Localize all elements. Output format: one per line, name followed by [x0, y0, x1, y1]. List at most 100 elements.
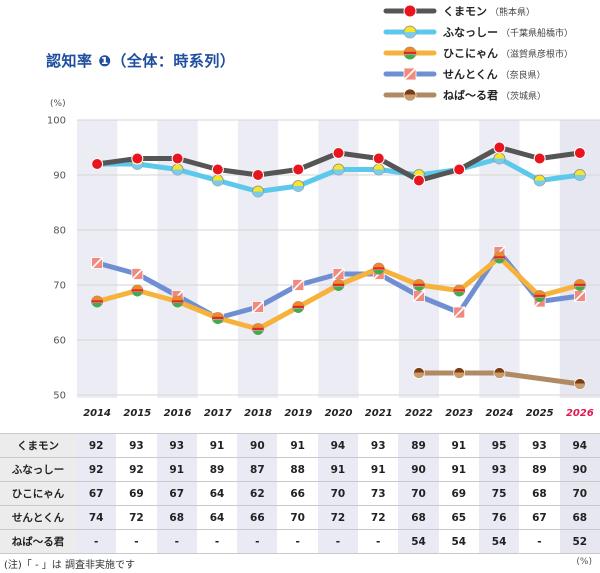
table-cell: - [317, 529, 359, 554]
table-cell: 72 [358, 505, 399, 530]
plot-bands [77, 120, 600, 398]
point-marker [131, 152, 144, 165]
table-cell: 88 [277, 457, 318, 482]
data-point [332, 163, 345, 176]
legend-label: ひこにゃん （滋賀県彦根市） [443, 47, 573, 60]
data-point [403, 4, 417, 18]
x-tick-label: 2025 [526, 408, 554, 419]
legend-label: ねば～る君 （茨城県） [443, 88, 546, 102]
plot-band [398, 120, 440, 398]
point-marker-half [454, 292, 464, 297]
x-tick-label: 2024 [486, 408, 514, 419]
table-cell: 91 [358, 457, 399, 482]
point-marker-band [131, 289, 143, 292]
point-marker [573, 147, 586, 159]
table-cell: 70 [398, 481, 439, 506]
x-tick-label: 2021 [365, 408, 393, 419]
table-cell: 93 [358, 433, 399, 458]
point-marker [412, 174, 425, 187]
plot-band [559, 120, 600, 398]
legend-item: ひこにゃん （滋賀県彦根市） [383, 46, 573, 60]
data-point [292, 180, 305, 192]
point-marker-half [405, 54, 415, 60]
point-marker [292, 163, 305, 176]
table-cell: 90 [237, 433, 278, 458]
point-marker-half [575, 286, 585, 291]
table-row: くまモン 92 93 93 91 90 91 94 93 89 91 95 93 94 [0, 433, 600, 458]
data-point [453, 367, 466, 379]
data-point [493, 152, 506, 165]
table-cell: 72 [317, 505, 359, 530]
data-point [211, 312, 224, 324]
legend-region: （滋賀県彦根市） [501, 48, 573, 60]
point-marker-half [535, 297, 545, 302]
x-tick-label: 2016 [164, 408, 192, 419]
table-cell: 54 [398, 529, 439, 554]
data-point [573, 279, 586, 291]
table-cell: 89 [519, 457, 560, 482]
point-marker-half [131, 164, 143, 170]
point-marker-band [574, 283, 586, 287]
data-point [252, 169, 265, 181]
data-point [211, 163, 224, 176]
point-marker-half [92, 303, 102, 308]
data-point [211, 174, 224, 187]
x-axis: 2014 2015 2016 2017 2018 2019 2020 2021 2022 2023… [83, 408, 594, 419]
point-marker-half [493, 252, 505, 258]
table-cell: 62 [237, 481, 278, 506]
point-marker-half [404, 94, 416, 101]
point-marker-half [574, 279, 586, 285]
legend-item: くまモン （熊本県） [383, 4, 535, 18]
table-row-header: ひこにゃん [0, 481, 76, 506]
x-tick-label: 2017 [204, 408, 232, 419]
legend-item: せんとくん （奈良県） [383, 67, 546, 81]
table-row-header: ふなっしー [0, 457, 76, 482]
point-marker-slash [453, 306, 466, 319]
x-tick-label: 2014 [83, 408, 111, 419]
table-cell: 93 [116, 433, 157, 458]
table-cell: 89 [398, 433, 439, 458]
table-cell: 91 [317, 457, 359, 482]
point-marker-half [173, 303, 183, 308]
data-point [91, 295, 104, 308]
table-cell: - [237, 529, 278, 554]
data-point [372, 152, 385, 165]
point-marker [493, 141, 506, 154]
data-point [412, 289, 426, 303]
series-3 [91, 251, 586, 335]
point-marker-half [253, 330, 263, 335]
data-point [171, 295, 184, 308]
point-marker [453, 163, 466, 176]
chart-title: 認知率 ❶（全体：時系列） [46, 52, 236, 70]
plot-band [318, 120, 359, 398]
data-point [91, 158, 104, 170]
point-marker [372, 152, 385, 165]
footnote: (注)「 - 」は 調査非実施です [4, 560, 135, 571]
x-tick-label: 2019 [284, 408, 312, 419]
table-cell: 92 [116, 457, 157, 482]
legend-region: （茨城県） [501, 90, 546, 102]
table-cell: 93 [478, 457, 520, 482]
table-cell: - [358, 529, 399, 554]
point-marker-slash [131, 267, 144, 281]
table-cell: 67 [156, 481, 197, 506]
point-marker-half [333, 279, 344, 285]
legend-region: （奈良県） [501, 69, 546, 81]
y-tick-label: 100 [47, 116, 66, 127]
data-point [372, 262, 385, 275]
point-marker-half [404, 47, 416, 53]
point-marker-half [334, 286, 343, 292]
table-cell: 94 [317, 433, 359, 458]
y-tick-label: 70 [53, 281, 66, 292]
x-tick-label: 2022 [405, 408, 433, 419]
point-marker-slash [251, 300, 265, 314]
data-point [493, 141, 506, 154]
table-cell: 91 [196, 433, 238, 458]
table-cell: 91 [156, 457, 197, 482]
data-point [252, 185, 264, 198]
data-point [131, 267, 144, 281]
legend-name: くまモン [443, 5, 487, 18]
point-marker-band [493, 256, 505, 259]
table-cell: 64 [196, 481, 238, 506]
table-cell: 67 [76, 481, 117, 506]
